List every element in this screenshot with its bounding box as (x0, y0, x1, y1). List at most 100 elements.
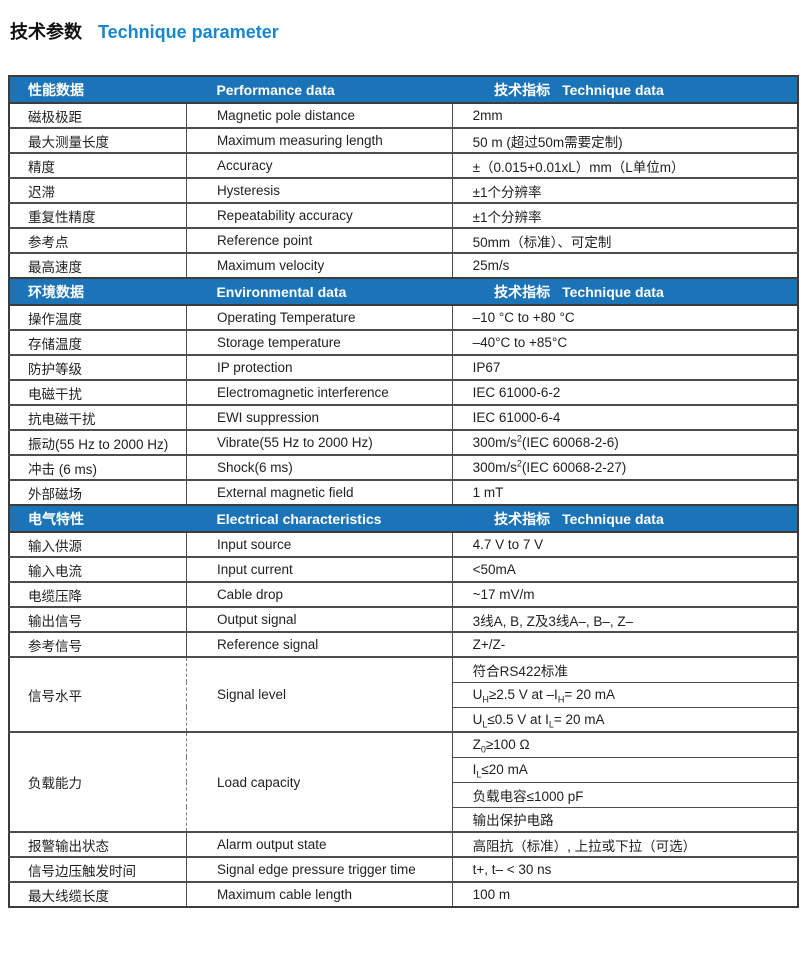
param-name-en: Maximum cable length (185, 881, 453, 907)
param-value: 3线A, B, Z及3线A–, B–, Z– (451, 606, 798, 632)
param-name-en: Electromagnetic interference (185, 379, 453, 405)
param-value: 100 m (451, 881, 798, 907)
param-name-en: Vibrate(55 Hz to 2000 Hz) (185, 429, 453, 455)
section-title-en: Electrical characteristics (186, 504, 453, 533)
table-subrow: 输出保护电路 (9, 806, 798, 832)
table-row: 存储温度 Storage temperature –40°C to +85°C (9, 329, 798, 355)
tech-data-label: 技术指标 Technique data (452, 75, 798, 104)
param-name-zh: 最大测量长度 (9, 127, 187, 153)
param-value: IEC 61000-6-4 (451, 404, 798, 430)
table-row: 输出信号 Output signal 3线A, B, Z及3线A–, B–, Z… (9, 606, 798, 632)
param-name-zh: 磁极极距 (9, 102, 187, 128)
table-row: 振动(55 Hz to 2000 Hz) Vibrate(55 Hz to 20… (9, 429, 798, 455)
param-name-zh: 防护等级 (9, 354, 187, 380)
table-row: 输入供源 Input source 4.7 V to 7 V (9, 531, 798, 557)
param-name-zh: 电磁干扰 (9, 379, 187, 405)
table-row: 迟滞 Hysteresis ±1个分辨率 (9, 177, 798, 203)
param-name-en: Cable drop (185, 581, 453, 607)
param-name-en: Repeatability accuracy (185, 202, 453, 228)
param-name-zh: 抗电磁干扰 (9, 404, 187, 430)
param-value: 50mm（标准）、可定制 (451, 227, 798, 253)
section-title-zh: 环境数据 (9, 277, 187, 306)
param-name-en: Alarm output state (185, 831, 453, 857)
param-name-zh: 操作温度 (9, 304, 187, 330)
param-name-en: Storage temperature (185, 329, 453, 355)
param-name-en: Input source (185, 531, 453, 557)
param-value: –10 °C to +80 °C (451, 304, 798, 330)
param-value: 输出保护电路 (451, 806, 798, 832)
section-title-zh: 电气特性 (9, 504, 187, 533)
table-row: 报警输出状态 Alarm output state 高阻抗（标准）, 上拉或下拉… (9, 831, 798, 857)
param-name-en: EWI suppression (185, 404, 453, 430)
param-value: IEC 61000-6-2 (451, 379, 798, 405)
param-name-en: Signal edge pressure trigger time (185, 856, 453, 882)
param-value: <50mA (451, 556, 798, 582)
param-value: 300m/s2(IEC 60068-2-27) (451, 454, 798, 480)
param-name-zh: 精度 (9, 152, 187, 178)
table-row: 电缆压降 Cable drop ~17 mV/m (9, 581, 798, 607)
param-name-en: Output signal (185, 606, 453, 632)
param-name-en: Maximum velocity (185, 252, 453, 278)
param-value: IL≤20 mA (451, 756, 798, 782)
param-name-zh: 最大线缆长度 (9, 881, 187, 907)
param-value: 高阻抗（标准）, 上拉或下拉（可选） (451, 831, 798, 857)
param-name-zh: 冲击 (6 ms) (9, 454, 187, 480)
param-name-zh: 输入供源 (9, 531, 187, 557)
table-subrow: 负载电容≤1000 pF (9, 781, 798, 807)
param-name-zh: 最高速度 (9, 252, 187, 278)
table-row: 输入电流 Input current <50mA (9, 556, 798, 582)
param-name-en: Shock(6 ms) (185, 454, 453, 480)
param-name-en: External magnetic field (185, 479, 453, 505)
param-name-en: Load capacity (185, 731, 453, 832)
param-value: ±1个分辨率 (451, 202, 798, 228)
param-name-zh: 电缆压降 (9, 581, 187, 607)
section-title-en: Performance data (186, 75, 453, 104)
param-name-zh: 负载能力 (9, 731, 187, 832)
table-row: 操作温度 Operating Temperature –10 °C to +80… (9, 304, 798, 330)
param-name-en: Reference signal (185, 631, 453, 657)
param-name-en: Operating Temperature (185, 304, 453, 330)
param-value: 50 m (超过50m需要定制) (451, 127, 798, 153)
param-value: Z+/Z- (451, 631, 798, 657)
table-row: 精度 Accuracy ±（0.015+0.01xL）mm（L单位m） (9, 152, 798, 178)
param-value: ±1个分辨率 (451, 177, 798, 203)
param-name-en: Magnetic pole distance (185, 102, 453, 128)
table-subrow: IL≤20 mA (9, 756, 798, 782)
section-header-electrical: 电气特性 Electrical characteristics 技术指标 Tech… (9, 504, 798, 533)
table-row: 电磁干扰 Electromagnetic interference IEC 61… (9, 379, 798, 405)
table-row: 外部磁场 External magnetic field 1 mT (9, 479, 798, 505)
param-name-zh: 振动(55 Hz to 2000 Hz) (9, 429, 187, 455)
table-row: 磁极极距 Magnetic pole distance 2mm (9, 102, 798, 128)
table-row: 信号边压触发时间 Signal edge pressure trigger ti… (9, 856, 798, 882)
param-name-zh: 信号水平 (9, 656, 187, 732)
section-header-performance: 性能数据 Performance data 技术指标 Technique data (9, 75, 798, 104)
param-name-zh: 外部磁场 (9, 479, 187, 505)
param-value: 1 mT (451, 479, 798, 505)
table-row: 抗电磁干扰 EWI suppression IEC 61000-6-4 (9, 404, 798, 430)
table-subrow: UH≥2.5 V at –IH= 20 mA (9, 681, 798, 707)
page-title: 技术参数 Technique parameter (0, 0, 801, 44)
param-name-en: Accuracy (185, 152, 453, 178)
table-row-signal-level: 信号水平 Signal level 符合RS422标准 (9, 656, 798, 732)
table-subrow: UL≤0.5 V at IL= 20 mA (9, 706, 798, 732)
param-value: 2mm (451, 102, 798, 128)
param-value: 符合RS422标准 (451, 656, 798, 682)
table-row: 最高速度 Maximum velocity 25m/s (9, 252, 798, 278)
section-title-en: Environmental data (186, 277, 453, 306)
param-value: t+, t– < 30 ns (451, 856, 798, 882)
table-row: 参考信号 Reference signal Z+/Z- (9, 631, 798, 657)
param-value: 负载电容≤1000 pF (451, 781, 798, 807)
section-title-zh: 性能数据 (9, 75, 187, 104)
param-value: ±（0.015+0.01xL）mm（L单位m） (451, 152, 798, 178)
param-value: 25m/s (451, 252, 798, 278)
technique-parameter-table: 性能数据 Performance data 技术指标 Technique data… (8, 75, 799, 908)
param-name-zh: 参考信号 (9, 631, 187, 657)
param-name-zh: 信号边压触发时间 (9, 856, 187, 882)
param-value: ~17 mV/m (451, 581, 798, 607)
param-name-en: Input current (185, 556, 453, 582)
table-row: 冲击 (6 ms) Shock(6 ms) 300m/s2(IEC 60068-… (9, 454, 798, 480)
param-name-zh: 参考点 (9, 227, 187, 253)
section-header-environmental: 环境数据 Environmental data 技术指标 Technique da… (9, 277, 798, 306)
param-name-en: Reference point (185, 227, 453, 253)
param-name-zh: 输出信号 (9, 606, 187, 632)
